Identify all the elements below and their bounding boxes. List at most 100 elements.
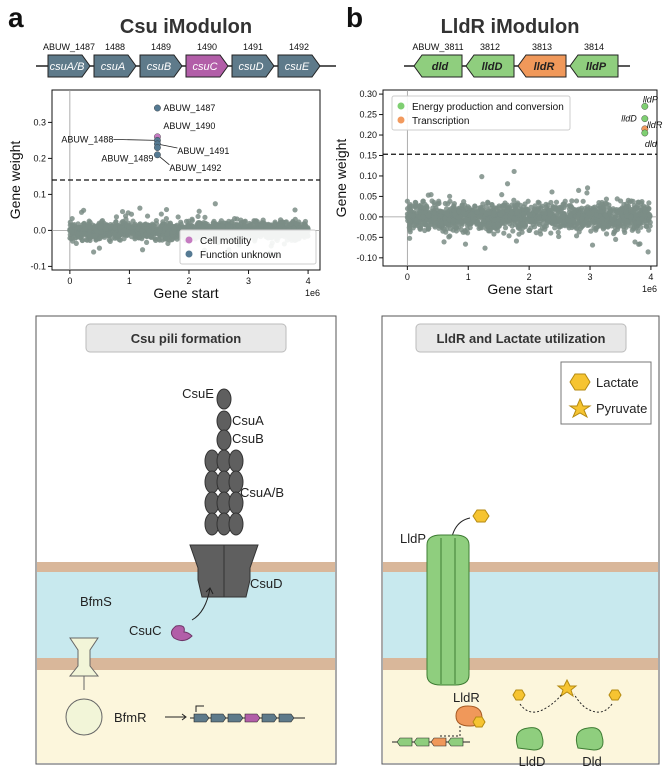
gene-point	[446, 216, 452, 223]
csuc-chaperone	[170, 625, 193, 642]
gene-name-label: lldP	[586, 61, 607, 73]
promoter-arrow	[195, 705, 204, 712]
gene-point	[451, 211, 458, 217]
gene-point	[547, 211, 553, 217]
csue-subunit	[216, 388, 232, 410]
panel-a-title: Csu iModulon	[120, 16, 252, 38]
gene-point	[462, 227, 468, 234]
arrow-csuc-to-csud	[191, 587, 211, 621]
key-pyruvate: Pyruvate	[596, 401, 647, 416]
x-tick-label: 4	[648, 272, 653, 282]
gene-point	[637, 241, 643, 247]
x-tick-label: 4	[306, 276, 311, 286]
point-label: ABUW_1489	[101, 154, 153, 164]
gene-point	[495, 216, 501, 222]
highlight-point	[154, 151, 161, 159]
x-axis-label: Gene start	[153, 285, 218, 301]
gene-point	[425, 192, 431, 198]
gene-point	[573, 233, 580, 239]
gene-point	[446, 234, 452, 240]
y-tick-label: 0.2	[33, 153, 46, 163]
gene-point	[83, 237, 89, 243]
lactate-icon	[608, 689, 622, 701]
diagram-title-box	[85, 323, 287, 353]
gene-point	[258, 223, 264, 229]
lldp-transporter	[426, 534, 470, 686]
csu-pili-diagram: Csu pili formation CsuE	[35, 315, 337, 765]
gene-point	[570, 218, 576, 225]
gene-point	[601, 221, 607, 227]
gene-point	[454, 224, 460, 230]
gene-point	[623, 209, 629, 215]
gene-point	[545, 202, 551, 208]
gene-point	[107, 224, 114, 230]
gene-point	[513, 238, 520, 244]
gene-point	[234, 222, 240, 228]
gene-point	[521, 211, 527, 217]
gene-point	[254, 221, 260, 227]
mini-gene	[244, 713, 261, 723]
csu-operon-mini	[190, 705, 305, 723]
legend-marker	[185, 236, 193, 244]
gene-point	[529, 217, 535, 223]
gene-point	[486, 221, 492, 227]
gene-point	[97, 235, 103, 242]
mini-gene	[261, 713, 278, 723]
diagram-title: Csu pili formation	[131, 331, 242, 346]
label-lldp: LldP	[400, 531, 426, 546]
gene-point	[109, 235, 115, 241]
gene-point	[479, 174, 485, 180]
gene-point	[611, 229, 617, 235]
gene-point	[579, 216, 585, 222]
gene-point	[589, 218, 596, 224]
lactate-icon	[512, 689, 526, 701]
gene-point	[495, 222, 501, 228]
y-tick-label: 0.05	[359, 191, 377, 201]
y-tick-label: 0.00	[359, 212, 377, 222]
gene-point	[441, 239, 447, 245]
gene-point	[580, 222, 586, 228]
gene-point	[81, 207, 87, 213]
gene-point	[553, 199, 560, 205]
gene-point	[624, 218, 630, 224]
csu-gene-weight-plot: 0 1 2 3 4 -0.1 0.0 0.1 0.2 0.3 Gene start 1e6 Gene w…	[7, 89, 321, 301]
gene-point	[485, 199, 491, 205]
gene-point	[442, 200, 448, 207]
gene-point	[288, 220, 294, 227]
gene-point	[301, 223, 307, 229]
periplasm	[383, 572, 658, 658]
point-label: ABUW_1488	[61, 134, 113, 144]
gene-point	[603, 196, 610, 202]
gene-point	[557, 204, 563, 211]
y-tick-label: 0.15	[359, 150, 377, 160]
gene-point	[511, 168, 517, 175]
gene-locus-label: 1489	[151, 42, 171, 52]
gene-point	[407, 223, 413, 229]
gene-point	[555, 229, 561, 235]
arrow-lldd-conversion	[519, 693, 563, 713]
gene-point	[158, 211, 164, 217]
gene-point	[549, 189, 555, 195]
label-csue: CsuE	[182, 386, 214, 401]
gene-point	[635, 202, 641, 208]
y-tick-label: 0.10	[359, 171, 377, 181]
mini-gene	[210, 713, 227, 723]
gene-point	[580, 198, 586, 204]
gene-point	[278, 219, 284, 225]
point-label: ABUW_1492	[169, 163, 221, 173]
gene-point	[195, 213, 201, 220]
gene-name-label: csuE	[285, 61, 310, 73]
gene-point	[632, 239, 638, 245]
gene-point	[189, 216, 195, 222]
x-tick-label: 2	[527, 272, 532, 282]
gene-point	[292, 207, 298, 213]
label-csub: CsuB	[232, 431, 264, 446]
gene-point	[418, 223, 424, 229]
gene-point	[139, 247, 146, 253]
point-label: ABUW_1487	[163, 103, 215, 113]
x-tick-label: 3	[588, 272, 593, 282]
gene-point	[536, 221, 542, 227]
gene-point	[491, 209, 497, 216]
gene-point	[531, 224, 538, 230]
gene-point	[478, 224, 484, 230]
